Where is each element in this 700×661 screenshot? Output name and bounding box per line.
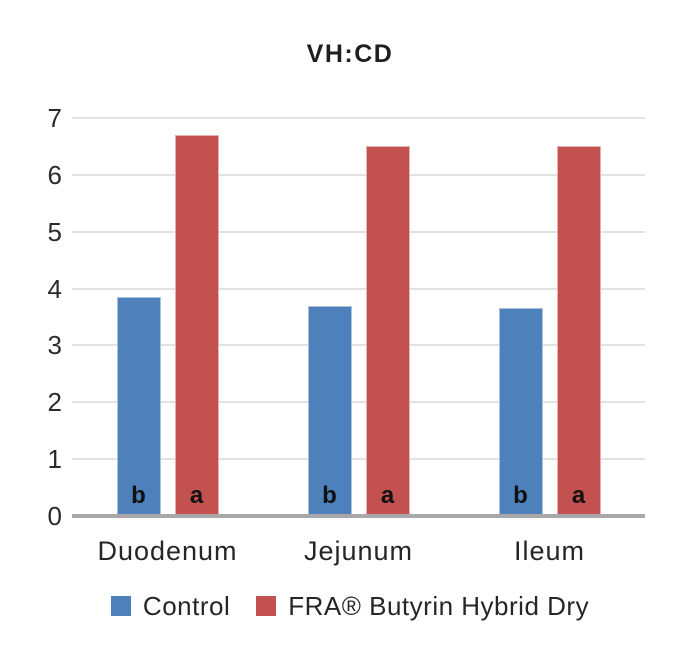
gridline-y1 <box>72 458 645 461</box>
y-tick-label-3: 3 <box>47 330 62 361</box>
legend-item-control: Control <box>110 591 231 621</box>
y-tick-label-4: 4 <box>47 273 62 304</box>
legend-label: Control <box>142 591 231 621</box>
gridline-y5 <box>72 230 645 233</box>
legend-swatch-icon <box>110 596 131 616</box>
gridline-y7 <box>72 117 645 119</box>
x-label-duodenum: Duodenum <box>97 536 238 566</box>
gridline-y4 <box>72 287 645 290</box>
gridline-y3 <box>72 344 645 347</box>
y-tick-label-2: 2 <box>47 387 62 418</box>
bar-ileum-fra: a <box>556 146 601 516</box>
x-axis-category-labels: Duodenum Jejunum Ileum <box>72 538 645 572</box>
y-axis-tick-labels: 0 1 2 3 4 5 6 7 <box>0 105 62 529</box>
x-label-jejunum: Jejunum <box>303 536 414 566</box>
bar-ileum-control: b <box>498 308 543 516</box>
significance-letter: b <box>513 482 528 509</box>
y-tick-label-7: 7 <box>47 103 62 133</box>
y-tick-label-5: 5 <box>47 216 62 247</box>
bar-duodenum-fra: a <box>174 135 219 516</box>
y-tick-label-0: 0 <box>47 501 62 531</box>
significance-letter: a <box>571 482 586 509</box>
bar-jejunum-fra: a <box>365 146 410 516</box>
significance-letter: b <box>131 482 146 509</box>
x-label-ileum: Ileum <box>513 536 586 566</box>
gridline-y6 <box>72 173 645 176</box>
chart-title: VH:CD <box>306 40 394 68</box>
legend-item-fra: FRA® Butyrin Hybrid Dry <box>256 593 589 619</box>
y-tick-label-6: 6 <box>47 159 62 190</box>
y-tick-label-1: 1 <box>47 444 62 475</box>
legend-swatch-icon <box>256 596 277 616</box>
significance-letter: a <box>380 482 395 509</box>
x-axis-line <box>72 514 645 518</box>
legend-label: FRA® Butyrin Hybrid Dry <box>288 591 590 621</box>
significance-letter: a <box>189 482 204 509</box>
significance-letter: b <box>322 482 337 509</box>
legend: Control FRA® Butyrin Hybrid Dry <box>0 593 700 619</box>
bar-duodenum-control: b <box>116 297 161 516</box>
bar-jejunum-control: b <box>307 305 352 516</box>
gridline-y2 <box>72 401 645 404</box>
